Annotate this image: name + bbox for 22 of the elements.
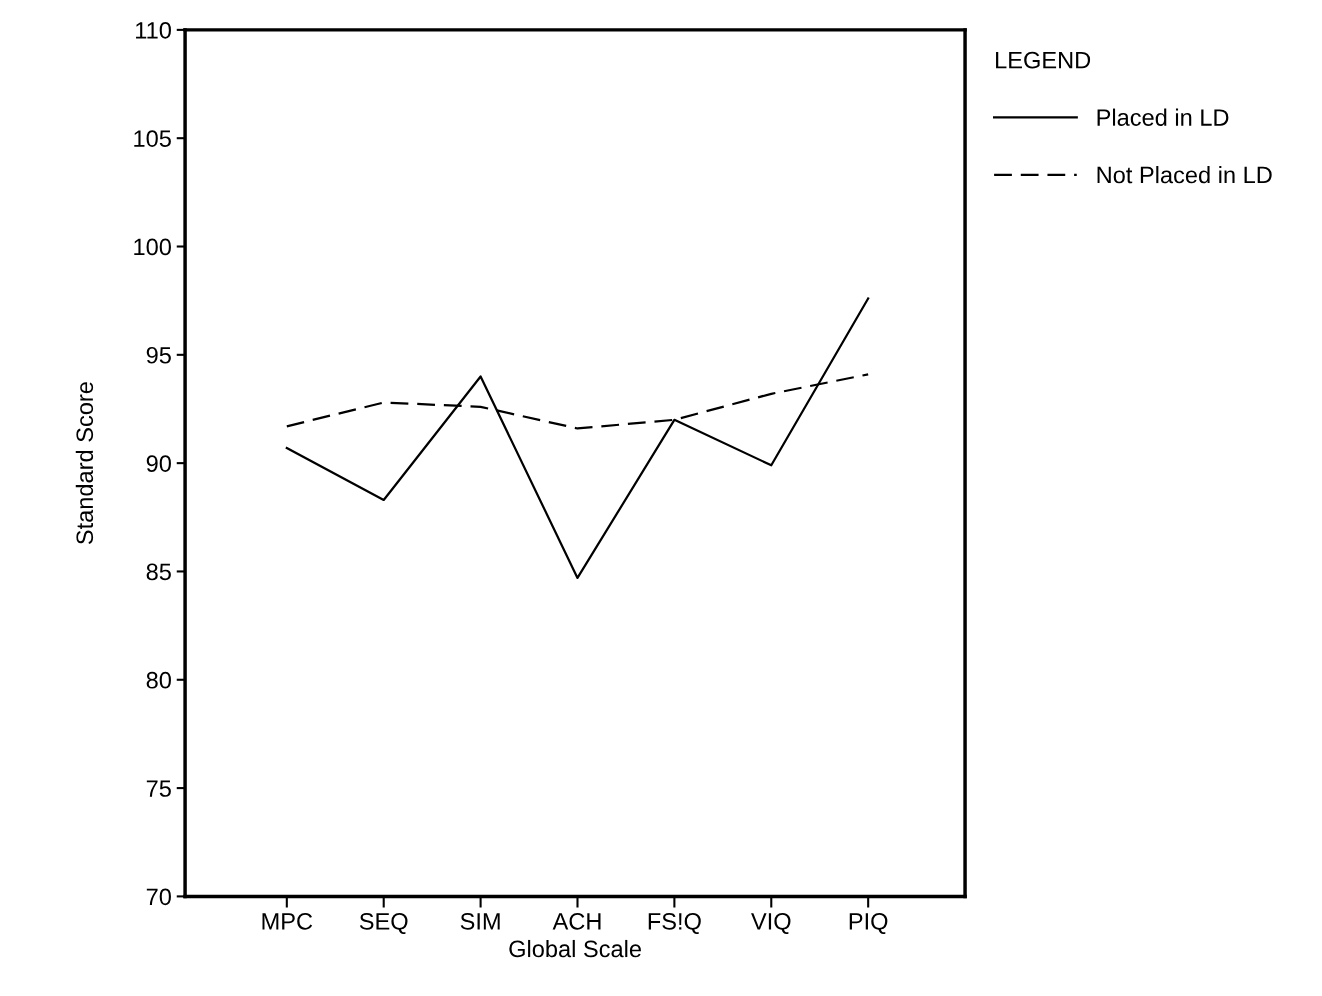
y-tick-label: 80 — [146, 671, 171, 689]
x-tick-label: SEQ — [359, 913, 408, 934]
x-tick-label: ACH — [552, 913, 601, 930]
x-axis-title: Global Scale — [509, 939, 641, 958]
x-tick-label: SIM — [460, 913, 500, 930]
legend-label: Not Placed in LD — [1097, 165, 1272, 184]
x-tick-label: FS!Q — [648, 913, 701, 934]
y-tick-label: 100 — [134, 238, 171, 256]
legend-title: LEGEND — [996, 51, 1091, 69]
x-tick-label: MPC — [262, 913, 313, 930]
y-tick-label: 70 — [146, 888, 171, 906]
line-series — [285, 297, 870, 580]
y-tick-label: 90 — [146, 455, 171, 472]
y-tick-label: 95 — [146, 346, 171, 364]
x-tick-label: VIQ — [751, 913, 791, 934]
y-tick-label: 75 — [146, 780, 171, 797]
y-tick-label: 105 — [134, 130, 171, 147]
y-axis-title: Standard Score — [75, 382, 94, 545]
y-tick-label: 110 — [136, 21, 171, 39]
y-tick-label: 85 — [146, 563, 171, 581]
x-tick-label: PIQ — [849, 913, 888, 934]
legend-label: Placed in LD — [1097, 108, 1229, 126]
